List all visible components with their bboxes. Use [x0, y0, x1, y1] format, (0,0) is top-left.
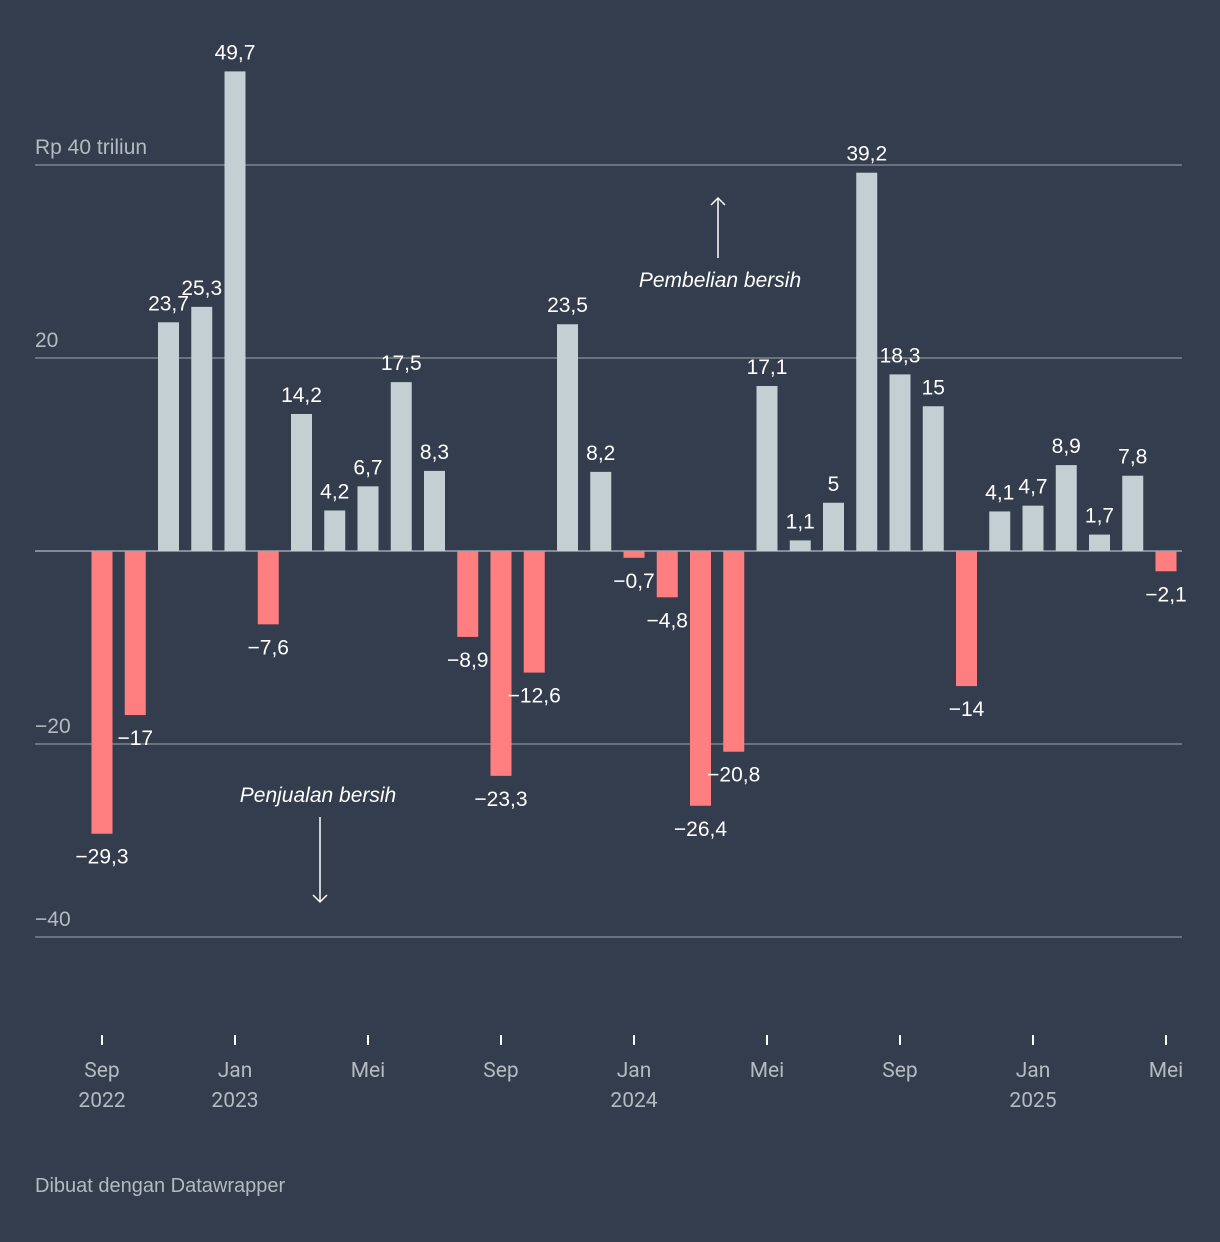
bar — [390, 382, 412, 551]
x-tick-label: Jan 2025 — [1009, 1059, 1057, 1113]
bar — [1155, 551, 1177, 572]
bar — [124, 551, 146, 716]
annotation: Penjualan bersih — [240, 784, 396, 807]
x-tick-label: Mei — [350, 1059, 386, 1083]
bar — [457, 551, 479, 637]
value-label: 4,7 — [1018, 476, 1047, 499]
bar — [324, 510, 346, 551]
bar — [922, 406, 944, 551]
value-label: −14 — [949, 698, 985, 721]
value-label: 8,2 — [586, 442, 615, 465]
x-tick-label: Jan 2024 — [610, 1059, 658, 1113]
value-label: 23,7 — [148, 292, 189, 315]
value-label: 5 — [828, 473, 840, 496]
value-label: 6,7 — [353, 456, 382, 479]
bar — [590, 471, 612, 551]
bar — [1122, 475, 1144, 551]
value-label: −8,9 — [447, 649, 488, 672]
value-label: −23,3 — [474, 788, 527, 811]
bar — [191, 306, 213, 551]
x-tick-label: Mei — [1148, 1059, 1184, 1083]
bar — [690, 551, 711, 806]
bar — [1055, 465, 1077, 551]
bar — [1022, 505, 1044, 551]
value-label: −4,8 — [647, 609, 688, 632]
value-label: 17,1 — [747, 356, 788, 379]
bar — [856, 172, 878, 551]
value-label: −7,6 — [248, 636, 289, 659]
bar — [656, 551, 678, 598]
value-label: −20,8 — [707, 764, 760, 787]
bar — [523, 551, 545, 673]
value-label: 15 — [922, 376, 945, 399]
x-tick-label: Sep 2022 — [78, 1059, 126, 1113]
value-label: 25,3 — [181, 277, 222, 300]
x-tick-label: Sep — [882, 1059, 918, 1083]
footer: Dibuat dengan Datawrapper — [35, 1175, 286, 1197]
annotation: Pembelian bersih — [639, 269, 801, 292]
arrowhead — [312, 894, 328, 904]
bar — [823, 502, 844, 551]
value-label: −2,1 — [1145, 583, 1186, 606]
bar — [490, 551, 512, 776]
y-tick-label: −20 — [35, 715, 71, 738]
value-label: −0,7 — [613, 570, 654, 593]
value-label: 39,2 — [846, 143, 887, 166]
value-label: 17,5 — [381, 352, 422, 375]
x-tick-label: Mei — [749, 1059, 785, 1083]
bar — [989, 511, 1011, 551]
bar — [291, 413, 312, 551]
value-label: −12,6 — [508, 685, 561, 708]
bar — [357, 486, 379, 551]
value-label: 7,8 — [1118, 446, 1147, 469]
x-tick-label: Sep — [483, 1059, 519, 1083]
bar — [257, 551, 279, 625]
value-label: 18,3 — [880, 344, 921, 367]
bar — [623, 551, 645, 558]
x-tick-label: Jan 2023 — [211, 1059, 259, 1113]
bar — [756, 385, 778, 551]
value-label: 4,2 — [320, 480, 349, 503]
bar — [723, 551, 745, 752]
y-tick-label: −40 — [35, 908, 71, 931]
value-label: 4,1 — [985, 481, 1014, 504]
bar — [889, 374, 911, 551]
value-label: −26,4 — [674, 818, 727, 841]
bar — [158, 322, 179, 551]
bar — [789, 540, 811, 551]
value-label: −17 — [117, 727, 153, 750]
bar — [956, 551, 977, 687]
value-label: 1,7 — [1085, 505, 1114, 528]
value-label: 8,9 — [1052, 435, 1081, 458]
value-label: 1,1 — [786, 510, 815, 533]
y-tick-label: Rp 40 triliun — [35, 136, 147, 159]
value-label: 14,2 — [281, 384, 322, 407]
bar — [424, 470, 445, 551]
value-label: 49,7 — [215, 41, 256, 64]
y-tick-label: 20 — [35, 329, 58, 352]
bar — [224, 71, 246, 552]
bar — [1089, 534, 1110, 551]
value-label: 23,5 — [547, 294, 588, 317]
value-label: −29,3 — [75, 846, 128, 869]
value-label: 8,3 — [420, 441, 449, 464]
bar — [557, 324, 578, 551]
bar — [91, 551, 113, 834]
arrowhead — [710, 196, 726, 206]
